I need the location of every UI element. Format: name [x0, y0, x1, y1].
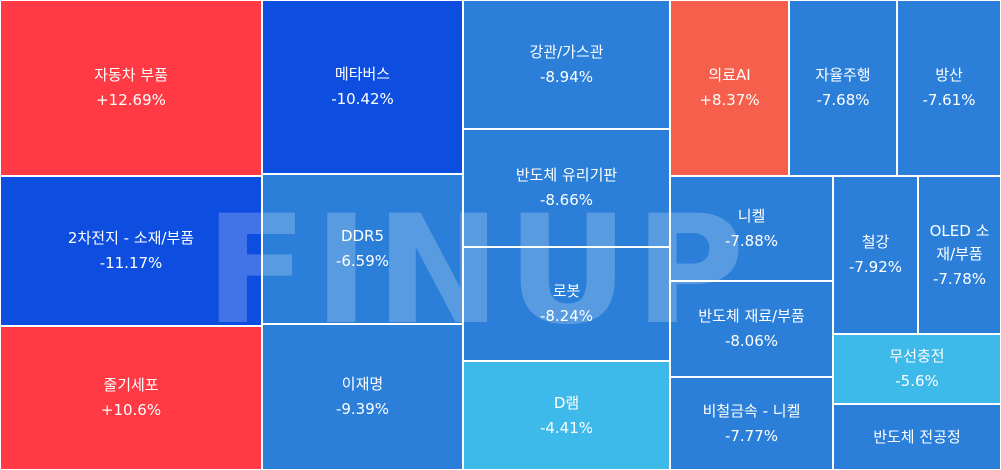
tile-value: +12.69% [96, 91, 166, 109]
tile-stem-cell[interactable]: 줄기세포 +10.6% [0, 326, 262, 470]
tile-label: 반도체 전공정 [873, 427, 961, 446]
tile-label: 줄기세포 [103, 376, 159, 394]
tile-value: -4.41% [539, 418, 594, 437]
tile-label: 방산 [935, 66, 963, 84]
tile-label: 무선충전 [889, 347, 945, 365]
tile-value: -5.6% [895, 372, 939, 390]
tile-ddr5[interactable]: DDR5 -6.59% [262, 174, 463, 324]
tile-label: 강관/가스관 [529, 42, 604, 61]
tile-value: -8.94% [539, 67, 594, 86]
tile-label: 메타버스 [334, 65, 391, 83]
tile-semi-front-end[interactable]: 반도체 전공정 [833, 404, 1001, 470]
tile-label: 자동차 부품 [94, 66, 168, 84]
tile-glass-substrate[interactable]: 반도체 유리기판 -8.66% [463, 129, 670, 247]
tile-value: -7.68% [816, 91, 870, 109]
tile-label: 자율주행 [815, 66, 871, 84]
tile-label: 로봇 [552, 282, 581, 300]
tile-value: -8.06% [724, 332, 779, 350]
tile-value: -11.17% [99, 254, 163, 272]
tile-value: -7.92% [848, 258, 903, 276]
tile-label: 의료AI [708, 66, 751, 84]
tile-value: -9.39% [335, 400, 390, 418]
tile-oled-materials[interactable]: OLED 소재/부품 -7.78% [918, 176, 1001, 334]
tile-wireless-charging[interactable]: 무선충전 -5.6% [833, 334, 1001, 404]
tile-autonomous-driving[interactable]: 자율주행 -7.68% [789, 0, 897, 176]
tile-label: DDR5 [340, 227, 385, 245]
tile-steel[interactable]: 철강 -7.92% [833, 176, 918, 334]
tile-lee-jae-myung[interactable]: 이재명 -9.39% [262, 324, 463, 470]
tile-value: -6.59% [335, 252, 390, 270]
tile-label: 니켈 [737, 206, 766, 225]
tile-auto-parts[interactable]: 자동차 부품 +12.69% [0, 0, 262, 176]
tile-semi-materials[interactable]: 반도체 재료/부품 -8.06% [670, 281, 833, 377]
tile-label: 비철금속 - 니켈 [702, 401, 801, 420]
tile-label: 철강 [861, 233, 890, 251]
tile-value: -8.66% [539, 191, 594, 209]
tile-nickel[interactable]: 니켈 -7.88% [670, 176, 833, 281]
tile-steel-pipe[interactable]: 강관/가스관 -8.94% [463, 0, 670, 129]
tile-value: +10.6% [100, 401, 162, 419]
tile-label: 반도체 유리기판 [515, 166, 618, 184]
tile-nonferrous-nickel[interactable]: 비철금속 - 니켈 -7.77% [670, 377, 833, 470]
tile-label: 반도체 재료/부품 [698, 307, 805, 325]
tile-medical-ai[interactable]: 의료AI +8.37% [670, 0, 789, 176]
tile-value: -7.88% [724, 231, 779, 250]
tile-label: 2차전지 - 소재/부품 [67, 229, 195, 247]
tile-value: -7.77% [724, 426, 779, 445]
tile-value: -7.78% [932, 269, 987, 288]
tile-value: -7.61% [922, 91, 976, 109]
tile-dram[interactable]: D램 -4.41% [463, 361, 670, 470]
tile-robot[interactable]: 로봇 -8.24% [463, 247, 670, 361]
tile-label: OLED 소재/부품 [929, 221, 990, 263]
tile-value: -8.24% [539, 307, 594, 325]
tile-label: D램 [553, 393, 580, 412]
tile-defense[interactable]: 방산 -7.61% [897, 0, 1001, 176]
tile-value: -10.42% [331, 90, 394, 108]
tile-secondary-battery[interactable]: 2차전지 - 소재/부품 -11.17% [0, 176, 262, 326]
tile-label: 이재명 [341, 375, 384, 393]
tile-value: +8.37% [699, 91, 760, 109]
tile-metaverse[interactable]: 메타버스 -10.42% [262, 0, 463, 174]
